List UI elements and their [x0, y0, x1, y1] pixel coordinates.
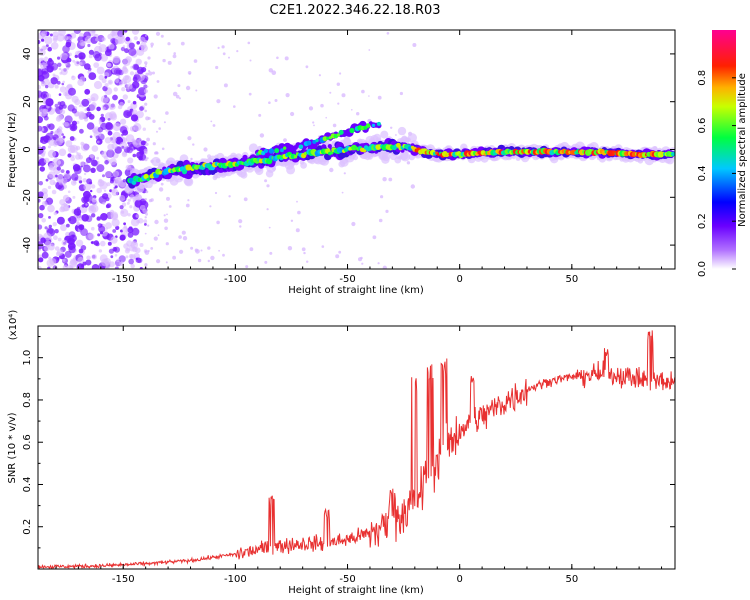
y-tick-label: 0: [22, 146, 33, 152]
x-tick-label: -100: [224, 574, 247, 585]
snr-y-scale-label: (x10⁴): [8, 310, 19, 341]
noise-region: [38, 30, 417, 269]
colorbar-tick-label: 0.8: [697, 70, 708, 86]
colorbar-tick-label: 0.2: [697, 213, 708, 229]
x-tick-label: -150: [112, 574, 135, 585]
snr-x-axis-label: Height of straight line (km): [288, 585, 424, 596]
figure-title: C2E1.2022.346.22.18.R03: [269, 3, 440, 18]
y-tick-label: 0.4: [22, 477, 33, 493]
snr-line: [38, 330, 675, 569]
colorbar-gradient: [712, 30, 736, 269]
spectrogram-x-axis-label: Height of straight line (km): [288, 285, 424, 296]
colorbar-tick-label: 0.4: [697, 165, 708, 181]
snr-plot-area: [38, 330, 675, 569]
spectrogram-heatmap: [38, 30, 675, 269]
x-tick-label: -50: [339, 574, 355, 585]
spectrogram-y-axis-label: Frequency (Hz): [7, 112, 18, 188]
snr-frame: [37, 325, 676, 570]
x-tick-label: 0: [456, 274, 462, 285]
x-tick-label: -100: [224, 274, 247, 285]
spectrogram-y-ticks: -40 -20 0 20 40: [22, 48, 675, 253]
x-tick-label: 0: [456, 574, 462, 585]
colorbar-ticks: 0.0 0.2 0.4 0.6 0.8: [697, 70, 736, 277]
x-tick-label: 50: [565, 574, 578, 585]
colorbar: 0.0 0.2 0.4 0.6 0.8 Normalized spectral ampl…: [697, 30, 748, 277]
y-tick-label: 0.2: [22, 519, 33, 535]
y-tick-label: -20: [22, 189, 33, 205]
x-tick-label: -50: [339, 274, 355, 285]
x-tick-label: -150: [112, 274, 135, 285]
ridge-halo: [124, 126, 675, 194]
y-tick-label: -40: [22, 237, 33, 253]
y-tick-label: 1.0: [22, 350, 33, 366]
y-tick-label: 0.8: [22, 392, 33, 408]
spectrogram-x-ticks: -150 -100 -50 0 50: [55, 30, 663, 285]
colorbar-label: Normalized spectral amplitude: [737, 73, 748, 227]
colorbar-tick-label: 0.0: [697, 261, 708, 277]
snr-y-axis-label: SNR (10 * v/v): [7, 412, 18, 483]
colorbar-tick-label: 0.6: [697, 118, 708, 134]
spectrogram-panel: -150 -100 -50 0 50 -40 -20 0 20 40 Height of str…: [7, 29, 676, 296]
snr-panel: -150 -100 -50 0 50 0.2 0.4 0.6 0.8 1.0 Height of…: [7, 310, 676, 596]
ridge-core: [127, 121, 675, 185]
snr-y-ticks: 0.2 0.4 0.6 0.8 1.0: [22, 336, 675, 549]
y-tick-label: 0.6: [22, 434, 33, 450]
x-tick-label: 50: [565, 274, 578, 285]
y-tick-label: 20: [22, 95, 33, 108]
snr-x-ticks: -150 -100 -50 0 50: [55, 326, 663, 585]
y-tick-label: 40: [22, 48, 33, 61]
